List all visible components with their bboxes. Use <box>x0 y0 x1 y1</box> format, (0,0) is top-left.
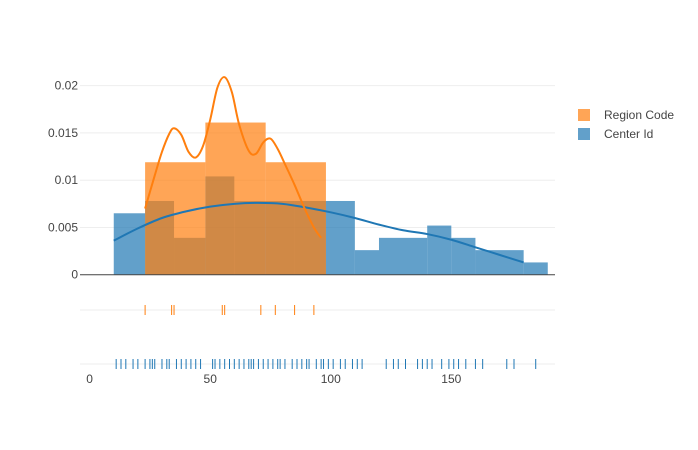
y-tick-label: 0.005 <box>48 220 78 234</box>
x-tick-label: 150 <box>441 372 461 386</box>
density-curve <box>113 201 524 264</box>
x-tick-label: 0 <box>86 372 93 386</box>
histogram-bar <box>354 250 379 275</box>
density-curves <box>113 76 524 264</box>
rug-marks <box>115 305 537 369</box>
legend-swatch <box>578 109 590 121</box>
histogram-bar <box>113 213 146 275</box>
density-curve <box>144 76 322 239</box>
histogram-bar <box>378 237 428 275</box>
y-tick-label: 0.01 <box>55 173 79 187</box>
histogram-bar <box>427 225 452 275</box>
histogram-bar <box>145 162 206 275</box>
histogram-bars <box>113 122 548 275</box>
legend-label: Center Id <box>604 127 653 141</box>
axes: 0 0.005 0.01 0.015 0.02 0 50 100 150 <box>48 79 555 386</box>
y-tick-label: 0.015 <box>48 126 78 140</box>
x-tick-label: 50 <box>204 372 218 386</box>
histogram-bar <box>205 122 266 275</box>
legend-swatch <box>578 128 590 140</box>
histogram-bar <box>523 262 548 275</box>
legend[interactable]: Region Code Center Id <box>578 108 674 141</box>
y-tick-label: 0.02 <box>55 79 79 93</box>
legend-label: Region Code <box>604 108 674 122</box>
y-tick-label: 0 <box>71 268 78 282</box>
histogram-bar <box>265 162 326 275</box>
x-tick-label: 100 <box>321 372 341 386</box>
